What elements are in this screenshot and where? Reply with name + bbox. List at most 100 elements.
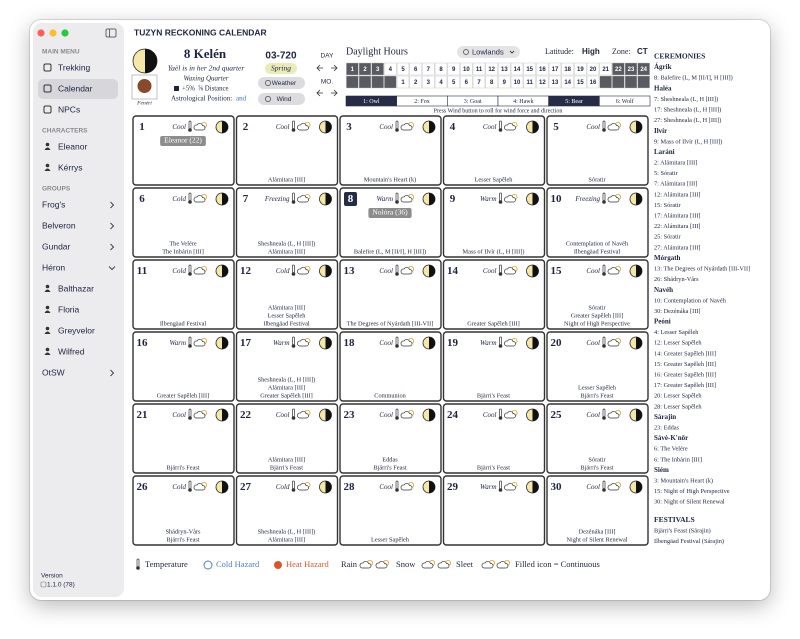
hour-cell: [460, 62, 473, 76]
wind-label[interactable]: 2: Fox: [414, 99, 430, 105]
sidebar-item[interactable]: NPCs: [58, 104, 80, 114]
day-number: 1: [139, 121, 145, 133]
sidebar-toggle[interactable]: [105, 28, 117, 38]
button-bg[interactable]: [258, 77, 305, 89]
hour-cell: [599, 62, 612, 76]
sidebar-item[interactable]: Héron: [42, 262, 65, 272]
wind-label[interactable]: 3: Goat: [464, 99, 482, 105]
day-cell[interactable]: [132, 475, 235, 546]
sidebar-item[interactable]: Gundar: [42, 241, 71, 251]
day-cell[interactable]: [235, 259, 339, 330]
temperature: Cold: [172, 267, 186, 275]
day-cell[interactable]: [442, 187, 546, 258]
moon-icon: [532, 121, 539, 133]
moon-icon: [429, 121, 435, 133]
next-arrow[interactable]: [331, 64, 338, 72]
wind-label[interactable]: 4: Hawk: [513, 99, 534, 105]
count-label: 6: [465, 80, 469, 86]
sidebar-member[interactable]: Greyvelor: [58, 325, 95, 335]
wind-label[interactable]: 5: Bear: [565, 99, 583, 105]
day-cell[interactable]: [339, 187, 442, 258]
sidebar-member[interactable]: Wilfred: [58, 346, 85, 356]
sidebar-item[interactable]: Kérrys: [58, 162, 83, 172]
sidebar-item[interactable]: Eleanor: [58, 141, 87, 151]
cloud-icon: [297, 483, 309, 491]
year: 03-720: [265, 51, 297, 62]
day-cell[interactable]: [235, 331, 339, 402]
day-cell[interactable]: [546, 187, 649, 258]
day-cell[interactable]: [546, 115, 649, 186]
day-cell[interactable]: [235, 475, 339, 546]
sidebar-item[interactable]: Calendar: [58, 83, 93, 93]
wind-label[interactable]: 6: Wolf: [616, 98, 634, 105]
hour-label: 15: [526, 67, 533, 73]
prev-arrow[interactable]: [316, 64, 323, 72]
sidebar-item[interactable]: Belveron: [42, 220, 76, 230]
day-cell[interactable]: [339, 475, 442, 546]
ceremony-item: 2: Alámitara [III]: [654, 159, 697, 166]
count-label: 13: [552, 80, 559, 86]
zoom-button[interactable]: [61, 29, 69, 37]
cloud-icon: [297, 267, 309, 275]
wind-label[interactable]: 1: Owl: [363, 99, 380, 105]
day-cell[interactable]: [442, 331, 546, 402]
day-cell[interactable]: [546, 331, 649, 402]
chevron[interactable]: [110, 243, 115, 251]
day-cell[interactable]: [235, 187, 339, 258]
moon-icon: [429, 265, 435, 277]
day-cell[interactable]: [132, 403, 235, 474]
cloud-icon: [607, 339, 620, 347]
region[interactable]: Lowlands: [472, 47, 504, 56]
day-cell[interactable]: [339, 331, 442, 402]
day-number: 17: [240, 337, 252, 349]
day-cell[interactable]: [132, 115, 235, 186]
button-label[interactable]: Weather: [272, 80, 297, 87]
day-cell[interactable]: [546, 403, 649, 474]
day-cell[interactable]: [132, 187, 235, 258]
day-cell[interactable]: [546, 259, 649, 330]
day-cell[interactable]: [442, 115, 546, 186]
chevron[interactable]: [110, 369, 115, 377]
day-cell[interactable]: [235, 403, 339, 474]
day-cell[interactable]: [442, 475, 546, 546]
wind-segment[interactable]: [599, 95, 651, 107]
moon-icon: [532, 193, 539, 205]
day-number: 30: [551, 481, 563, 493]
day-cell[interactable]: [339, 259, 442, 330]
chevron[interactable]: [110, 201, 115, 209]
day-cell[interactable]: [235, 115, 339, 186]
hour-label: 6: [414, 67, 418, 73]
sidebar-item[interactable]: Frog's: [42, 199, 65, 209]
temperature: Warm: [170, 339, 186, 347]
sidebar-member[interactable]: Balthazar: [58, 283, 94, 293]
day-cell[interactable]: [442, 403, 546, 474]
close-button[interactable]: [37, 29, 45, 37]
day-cell[interactable]: [339, 403, 442, 474]
sidebar-member[interactable]: Floria: [58, 304, 80, 314]
sidebar-item[interactable]: Trekking: [58, 62, 91, 72]
day-cell[interactable]: [442, 259, 546, 330]
minimize-button[interactable]: [49, 29, 57, 37]
cloud-icon: [193, 195, 206, 203]
temperature: Cool: [586, 483, 600, 491]
cloud-icon: [607, 267, 620, 275]
temperature: Cold: [276, 267, 290, 275]
day-cell[interactable]: [339, 115, 442, 186]
day-cell[interactable]: [546, 475, 649, 546]
prev-arrow[interactable]: [316, 89, 323, 97]
event: Greater Sapěleh [III]: [157, 392, 209, 399]
temperature: Cool: [586, 339, 600, 347]
moon-icon: [325, 265, 332, 277]
day-cell[interactable]: [132, 259, 235, 330]
region-select[interactable]: [457, 46, 520, 58]
chevron[interactable]: [110, 222, 115, 230]
sidebar-item[interactable]: OtSW: [42, 367, 65, 377]
thermometer-icon: [602, 200, 606, 204]
day-cell[interactable]: [132, 331, 235, 402]
next-arrow[interactable]: [331, 89, 338, 97]
cloud-icon: [193, 483, 206, 491]
button-bg[interactable]: [258, 93, 305, 105]
chevron[interactable]: [108, 266, 116, 271]
count-cell: [498, 75, 511, 89]
button-label[interactable]: Wind: [277, 96, 292, 103]
